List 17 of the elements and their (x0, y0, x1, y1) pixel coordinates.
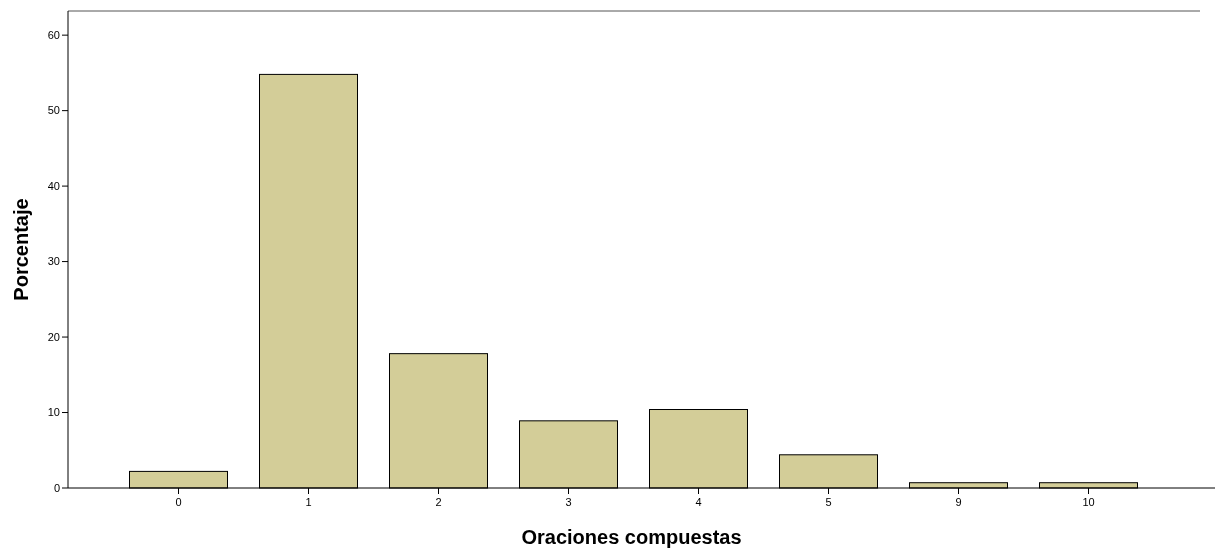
y-tick-label: 30 (47, 255, 60, 268)
y-tick-label: 60 (47, 29, 60, 41)
x-tick-label: 5 (825, 496, 832, 508)
x-tick-label: 1 (305, 496, 312, 508)
x-tick-label: 0 (175, 496, 182, 508)
x-tick-label: 3 (565, 496, 572, 508)
y-axis-title: Porcentaje (10, 198, 32, 301)
y-tick-label: 20 (47, 330, 60, 343)
x-tick-label: 2 (435, 496, 442, 508)
y-tick-label: 0 (53, 481, 60, 494)
x-tick-label: 4 (695, 496, 702, 508)
x-tick-label: 10 (1082, 496, 1095, 508)
y-tick-label: 10 (47, 406, 60, 419)
x-axis-title: Oraciones compuestas (521, 526, 742, 548)
y-tick-label: 40 (47, 179, 60, 192)
x-tick-label: 9 (955, 496, 962, 508)
y-tick-label: 50 (47, 104, 60, 117)
